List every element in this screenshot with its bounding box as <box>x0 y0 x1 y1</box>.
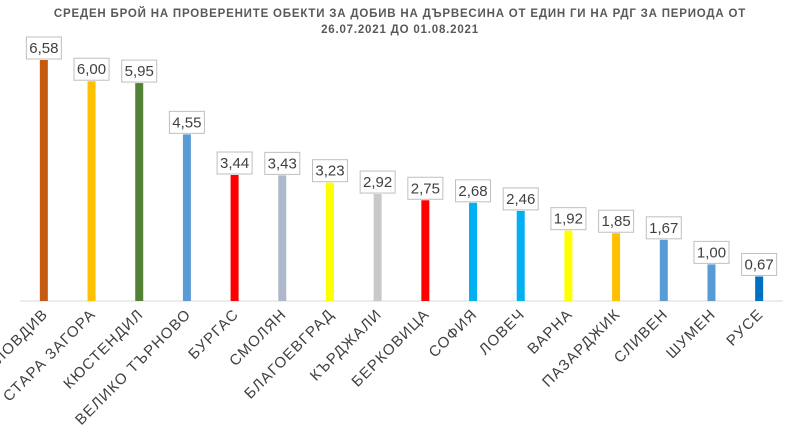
bar <box>755 276 764 301</box>
bar <box>421 200 430 301</box>
data-label: 2,92 <box>363 174 392 191</box>
bar <box>659 239 668 301</box>
data-label-box <box>25 36 62 60</box>
data-label: 6,58 <box>29 40 58 57</box>
data-label: 4,55 <box>172 114 201 131</box>
data-label: 1,85 <box>601 213 630 230</box>
data-label: 1,67 <box>649 220 678 237</box>
bar-group: 2,68 СОФИЯ <box>426 179 492 361</box>
data-label-box <box>168 110 205 134</box>
bar <box>564 230 573 301</box>
bar <box>87 81 96 301</box>
data-label-box <box>311 159 348 183</box>
data-label-box <box>359 170 396 194</box>
data-label-box <box>216 151 253 175</box>
data-label-box <box>502 187 539 211</box>
chart-title-line-2: 26.07.2021 ДО 01.08.2021 <box>321 24 479 36</box>
data-label: 2,75 <box>411 180 440 197</box>
bar <box>182 134 191 301</box>
bar <box>278 175 287 301</box>
data-label-box <box>121 59 158 83</box>
bar <box>707 264 716 301</box>
bar <box>39 60 48 301</box>
data-label-box <box>598 209 635 233</box>
bar <box>612 233 621 301</box>
chart-title-line-1: СРЕДЕН БРОЙ НА ПРОВЕРЕНИТЕ ОБЕКТИ ЗА ДОБ… <box>53 8 747 20</box>
bar <box>469 202 478 301</box>
data-label-box <box>693 240 730 264</box>
data-label: 1,92 <box>554 211 583 228</box>
data-label-box <box>550 207 587 231</box>
bar-group: 1,00 ШУМЕН <box>663 240 730 362</box>
data-label: 3,23 <box>315 163 344 180</box>
data-label-box <box>407 176 444 200</box>
bar <box>230 175 239 301</box>
bar <box>325 182 334 301</box>
data-label: 1,00 <box>697 244 726 261</box>
bar <box>135 83 144 302</box>
chart-title: СРЕДЕН БРОЙ НА ПРОВЕРЕНИТЕ ОБЕКТИ ЗА ДОБ… <box>40 6 760 38</box>
category-label: ШУМЕН <box>663 306 719 362</box>
category-label: СОФИЯ <box>426 306 481 361</box>
data-label-box <box>455 179 492 203</box>
data-label: 5,95 <box>125 63 154 80</box>
bar-group: 2,46 ЛОВЕЧ <box>476 187 539 359</box>
data-label-box <box>645 216 682 240</box>
data-label-box <box>264 151 301 175</box>
bar <box>516 210 525 301</box>
bar <box>373 194 382 301</box>
data-label: 3,43 <box>268 155 297 172</box>
data-label-box <box>741 252 778 276</box>
data-label: 0,67 <box>745 256 774 273</box>
data-label: 2,46 <box>506 191 535 208</box>
data-label: 3,44 <box>220 155 249 172</box>
category-label: ЛОВЕЧ <box>476 306 529 359</box>
data-label: 2,68 <box>458 183 487 200</box>
data-label-box <box>73 57 110 81</box>
category-label: РУСЕ <box>723 306 767 350</box>
category-label: БЛАГОЕВГРАД <box>241 306 338 403</box>
data-label: 6,00 <box>77 61 106 78</box>
